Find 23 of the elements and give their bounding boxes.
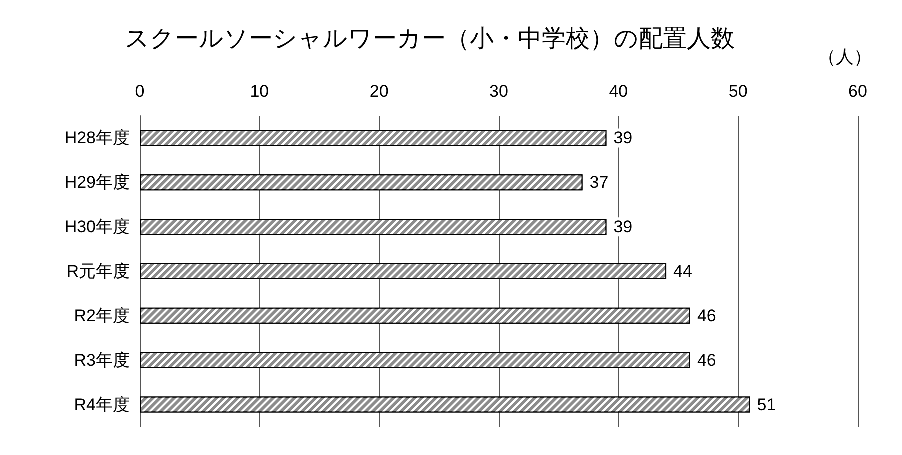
x-tick-label: 0 (135, 82, 145, 101)
y-tick-label: R3年度 (74, 350, 130, 370)
data-label: 39 (614, 218, 633, 237)
data-label: 37 (590, 173, 609, 192)
chart-title: スクールソーシャルワーカー（小・中学校）の配置人数 (125, 26, 735, 52)
x-axis-title: （人） (818, 47, 872, 67)
x-tick-label: 50 (728, 82, 748, 101)
data-label: 46 (697, 306, 716, 326)
y-tick-label: H28年度 (64, 128, 130, 148)
data-label: 46 (697, 350, 716, 370)
y-tick-label: R4年度 (74, 395, 130, 414)
y-tick-label: R元年度 (66, 262, 130, 281)
data-label: 44 (674, 262, 692, 281)
y-tick-label: H30年度 (64, 218, 130, 237)
x-tick-label: 20 (370, 82, 389, 101)
data-label: 39 (614, 128, 633, 148)
y-tick-label: R2年度 (74, 306, 130, 326)
x-tick-label: 40 (609, 82, 628, 101)
x-tick-label: 30 (490, 82, 508, 101)
y-tick-label: H29年度 (64, 173, 130, 192)
x-tick-label: 60 (848, 82, 868, 101)
data-label: 51 (757, 395, 776, 414)
x-tick-label: 10 (250, 82, 270, 101)
